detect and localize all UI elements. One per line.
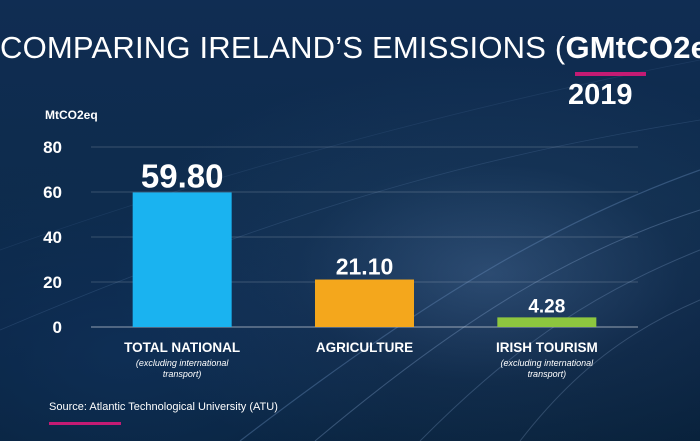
x-tick-label: IRISH TOURISM	[496, 340, 598, 355]
bar-value-label: 21.10	[336, 254, 394, 280]
road-line	[314, 209, 700, 441]
y-tick-label: 20	[43, 273, 62, 292]
y-tick-label: 60	[43, 183, 62, 202]
chart-title: COMPARING IRELAND’S EMISSIONS (GMtCO2eq)	[0, 32, 700, 63]
bar-value-label: 4.28	[528, 296, 565, 317]
y-tick-label: 80	[43, 138, 62, 157]
x-tick-note: (excluding international	[136, 358, 230, 368]
road-line	[239, 169, 700, 441]
source-text: Source: Atlantic Technological Universit…	[49, 401, 278, 413]
bar	[315, 279, 414, 327]
x-tick-note: (excluding international	[501, 358, 595, 368]
year-label: 2019	[568, 79, 633, 111]
y-tick-label: 0	[53, 318, 62, 337]
y-axis-label: MtCO2eq	[45, 108, 98, 122]
bar-value-label: 59.80	[141, 157, 224, 194]
bar	[497, 317, 597, 327]
title-main: COMPARING IRELAND’S EMISSIONS (	[0, 30, 566, 65]
bar	[132, 192, 232, 327]
road-line	[519, 299, 700, 441]
x-tick-note: transport)	[528, 369, 567, 379]
x-tick-label: AGRICULTURE	[316, 340, 413, 355]
road-line	[0, 59, 700, 251]
source-accent-line	[49, 422, 121, 425]
x-tick-label: TOTAL NATIONAL	[124, 340, 240, 355]
title-unit: GMtCO2eq	[565, 30, 700, 65]
x-tick-note: transport)	[163, 369, 202, 379]
y-tick-label: 40	[43, 228, 62, 247]
year-accent-line	[575, 72, 646, 76]
